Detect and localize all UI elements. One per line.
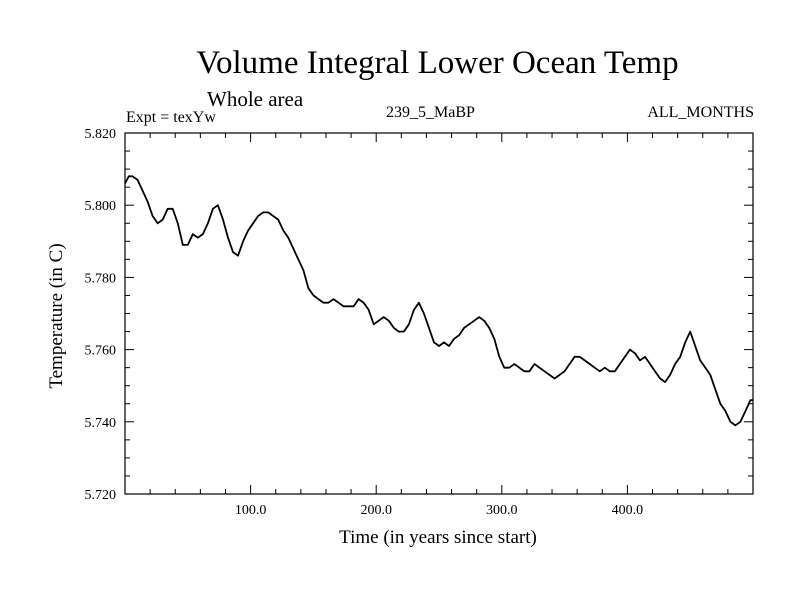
y-tick-label: 5.820 (85, 127, 117, 142)
x-tick-label: 100.0 (235, 503, 267, 518)
x-axis-label: Time (in years since start) (339, 527, 537, 548)
x-tick-label: 200.0 (360, 503, 392, 518)
x-tick-label: 400.0 (612, 503, 644, 518)
months-label: ALL_MONTHS (647, 104, 754, 121)
run-id-label: 239_5_MaBP (386, 104, 475, 121)
y-tick-label: 5.780 (85, 271, 117, 286)
chart-subtitle: Whole area (207, 87, 304, 111)
experiment-label: Expt = texYw (126, 109, 216, 126)
y-tick-label: 5.740 (85, 416, 117, 431)
plot-frame (124, 132, 754, 495)
y-tick-label: 5.720 (85, 488, 117, 503)
y-tick-label: 5.760 (85, 344, 117, 359)
y-axis-label: Temperature (in C) (46, 243, 67, 388)
chart-title: Volume Integral Lower Ocean Temp (196, 45, 679, 81)
x-tick-label: 300.0 (486, 503, 518, 518)
series-line (124, 175, 753, 427)
y-tick-label: 5.800 (85, 199, 117, 214)
